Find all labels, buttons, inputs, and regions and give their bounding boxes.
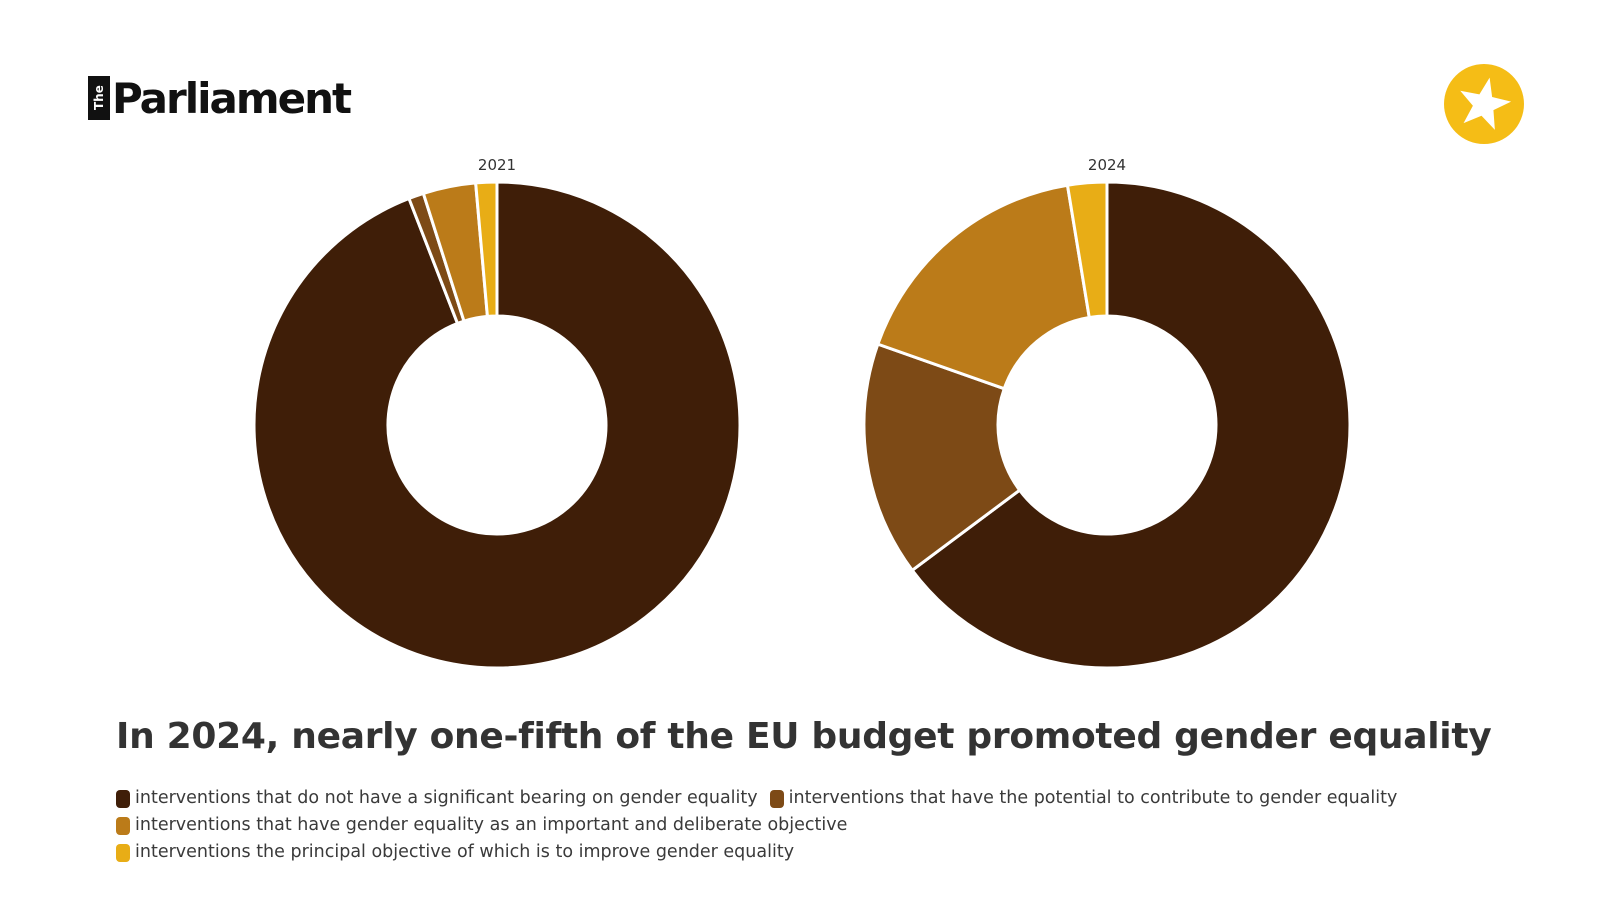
legend-item: interventions the principal objective of… (116, 839, 794, 866)
legend-swatch (116, 843, 130, 862)
legend-label: interventions that have the potential to… (788, 788, 1398, 808)
legend-label: interventions that have gender equality … (135, 815, 848, 835)
donut-slice-2024-3 (876, 183, 1091, 391)
legend-swatch (116, 789, 130, 808)
legend-label: interventions the principal objective of… (135, 842, 795, 862)
legend-label: interventions that do not have a signifi… (135, 788, 758, 808)
donut-slice-2021-1 (252, 180, 742, 670)
chart-headline: In 2024, nearly one-fifth of the EU budg… (116, 716, 1492, 757)
logo-wordmark: Parliament (112, 74, 352, 123)
donut-slice-2024-2 (862, 342, 1022, 572)
legend-row: interventions that do not have a signifi… (116, 785, 1556, 812)
the-parliament-logo: The Parliament (88, 74, 352, 123)
donut-title-2021: 2021 (478, 156, 516, 174)
chart-legend: interventions that do not have a signifi… (116, 785, 1556, 866)
legend-item: interventions that have the potential to… (769, 785, 1398, 812)
donut-slice-2024-1 (910, 180, 1352, 670)
star-badge-icon (1444, 64, 1524, 144)
donut-title-2024: 2024 (1088, 156, 1126, 174)
legend-row: interventions that have gender equality … (116, 812, 1556, 839)
legend-row: interventions the principal objective of… (116, 839, 1556, 866)
donut-slice-2021-4 (474, 180, 499, 318)
legend-swatch (116, 816, 130, 835)
legend-item: interventions that do not have a signifi… (116, 785, 758, 812)
legend-swatch (769, 789, 784, 808)
donut-slice-2024-4 (1065, 180, 1109, 319)
donut-charts: 2021 2024 (252, 156, 1352, 670)
legend-item: interventions that have gender equality … (116, 812, 847, 839)
